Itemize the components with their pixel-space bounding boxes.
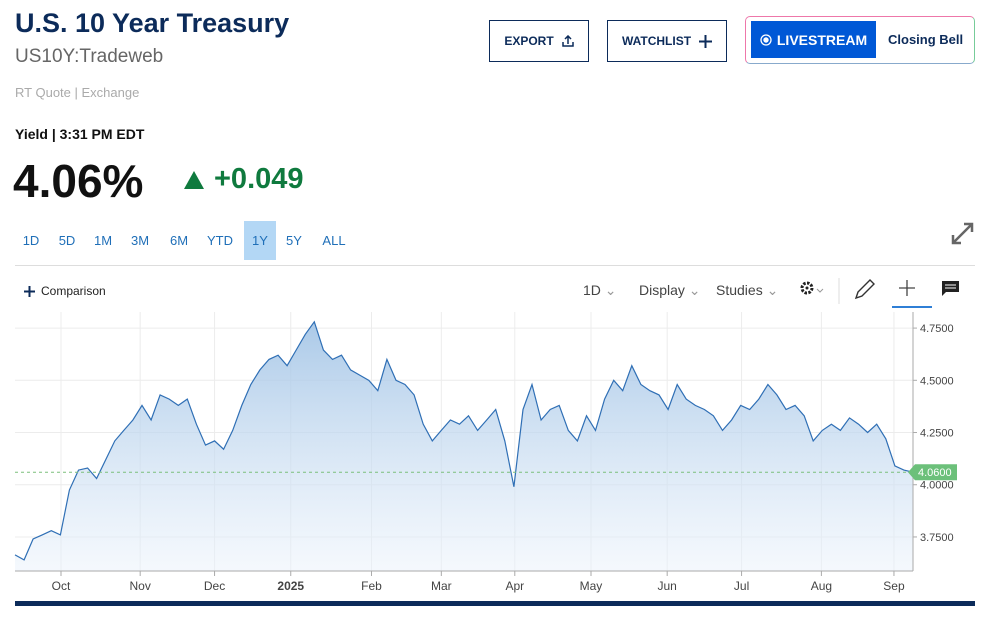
expand-icon[interactable] bbox=[950, 222, 975, 246]
x-tick-label: Apr bbox=[505, 579, 524, 593]
comparison-button[interactable]: Comparison bbox=[24, 284, 106, 298]
crosshair-icon[interactable] bbox=[899, 280, 915, 296]
x-tick-label: Jun bbox=[658, 579, 677, 593]
draw-icon[interactable] bbox=[854, 279, 875, 300]
range-button[interactable]: YTD bbox=[207, 233, 233, 248]
symbol: US10Y:Tradeweb bbox=[15, 46, 164, 67]
range-button[interactable]: 1D bbox=[22, 233, 40, 248]
livestream-box: LIVESTREAM Closing Bell bbox=[745, 16, 975, 64]
closing-bell[interactable]: Closing Bell bbox=[888, 32, 964, 47]
footer-bar bbox=[15, 601, 975, 606]
display-label: Display bbox=[639, 282, 685, 298]
export-icon bbox=[561, 35, 574, 47]
range-button[interactable]: ALL bbox=[322, 233, 346, 248]
export-label: EXPORT bbox=[504, 34, 554, 48]
watchlist-button[interactable]: WATCHLIST bbox=[607, 20, 727, 62]
price: 4.06% bbox=[13, 155, 144, 207]
display-menu[interactable]: Display ⌄ bbox=[639, 282, 701, 298]
range-button[interactable]: 5Y bbox=[286, 233, 302, 248]
export-button[interactable]: EXPORT bbox=[489, 20, 589, 62]
range-button[interactable]: 6M bbox=[169, 233, 189, 248]
change: +0.049 bbox=[214, 163, 304, 195]
studies-menu[interactable]: Studies ⌄ bbox=[716, 282, 779, 298]
range-button[interactable]: 3M bbox=[130, 233, 150, 248]
quote-source: RT Quote | Exchange bbox=[15, 85, 140, 100]
chart-tools bbox=[800, 278, 959, 308]
last-value-tag bbox=[908, 464, 957, 481]
title: U.S. 10 Year Treasury bbox=[15, 8, 290, 38]
x-tick-label: Aug bbox=[811, 579, 832, 593]
x-tick-label: Nov bbox=[130, 579, 151, 593]
plus-icon bbox=[24, 285, 35, 297]
x-tick-label: Dec bbox=[204, 579, 225, 593]
y-tick-label: 4.2500 bbox=[920, 428, 954, 440]
comparison-label: Comparison bbox=[41, 284, 106, 298]
last-value-label: 4.0600 bbox=[918, 467, 952, 479]
y-tick-label: 4.5000 bbox=[920, 375, 954, 387]
plus-icon bbox=[699, 34, 713, 48]
up-arrow bbox=[184, 171, 204, 189]
range-button[interactable]: 1Y bbox=[244, 221, 276, 260]
livestream-label: LIVESTREAM bbox=[776, 31, 868, 48]
live-icon bbox=[760, 33, 772, 46]
x-tick-label: Sep bbox=[883, 579, 905, 593]
y-tick-label: 4.7500 bbox=[920, 323, 954, 335]
settings-icon[interactable] bbox=[800, 281, 824, 295]
y-tick-label: 3.7500 bbox=[920, 532, 954, 544]
livestream-button[interactable]: LIVESTREAM bbox=[751, 21, 876, 58]
x-tick-label: Oct bbox=[52, 579, 71, 593]
x-tick-label: Feb bbox=[361, 579, 382, 593]
studies-label: Studies bbox=[716, 282, 763, 298]
range-button[interactable]: 5D bbox=[58, 233, 76, 248]
interval-menu[interactable]: 1D ⌄ bbox=[583, 282, 617, 298]
y-tick-label: 4.0000 bbox=[920, 480, 954, 492]
watchlist-label: WATCHLIST bbox=[621, 34, 692, 48]
x-tick-label: 2025 bbox=[277, 579, 304, 593]
range-button[interactable]: 1M bbox=[93, 233, 113, 248]
divider bbox=[15, 265, 975, 266]
quote-label: Yield | 3:31 PM EDT bbox=[15, 126, 145, 142]
x-tick-label: May bbox=[580, 579, 603, 593]
x-tick-label: Jul bbox=[734, 579, 749, 593]
line bbox=[14, 320, 914, 561]
area-fill bbox=[15, 321, 913, 571]
x-tick-label: Mar bbox=[431, 579, 452, 593]
interval-label: 1D bbox=[583, 282, 601, 298]
